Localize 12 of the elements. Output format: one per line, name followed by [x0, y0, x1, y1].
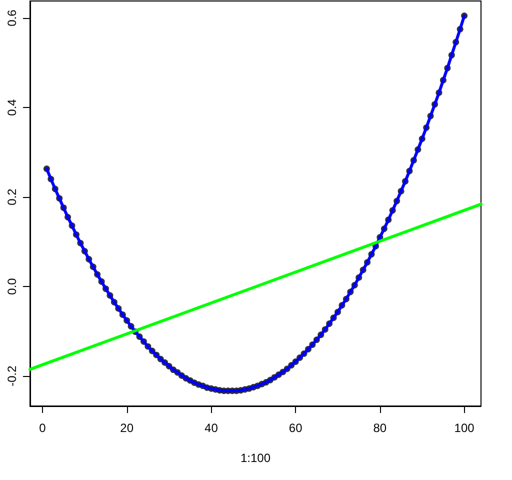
x-axis-title: 1:100	[240, 451, 271, 465]
x-tick-label: 80	[373, 421, 387, 435]
x-tick-label: 100	[454, 421, 475, 435]
y-tick-label: 0.2	[5, 188, 19, 206]
x-tick-label: 40	[204, 421, 218, 435]
x-tick-label: 0	[39, 421, 46, 435]
y-tick-label: 0.0	[5, 278, 19, 295]
y-tick-label: -0.2	[5, 365, 19, 386]
x-tick-label: 20	[120, 421, 134, 435]
y-tick-label: 0.6	[5, 9, 19, 26]
y-tick-label: 0.4	[5, 98, 19, 116]
x-tick-label: 60	[288, 421, 303, 435]
